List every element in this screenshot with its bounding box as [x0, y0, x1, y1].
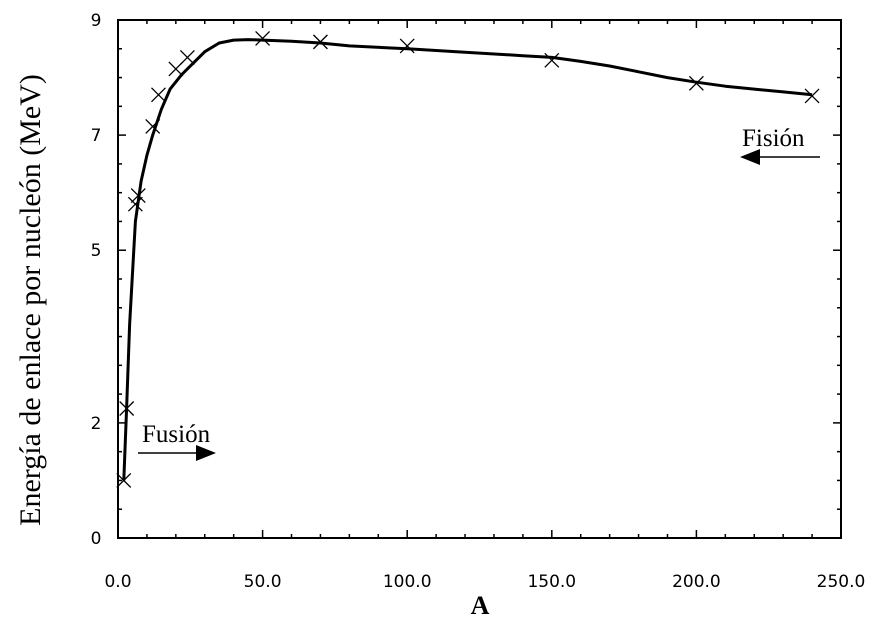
x-tick-label: 200.0: [672, 572, 721, 592]
data-point-marker: [130, 188, 146, 204]
x-axis-label: A: [471, 591, 490, 619]
y-tick-label: 2: [91, 414, 102, 434]
data-point-marker: [119, 401, 135, 416]
fit-curve: [122, 38, 813, 481]
data-point-marker: [312, 34, 328, 50]
y-tick-label: 0: [91, 529, 102, 549]
data-point-marker: [145, 119, 161, 134]
x-tick-label: 100.0: [383, 572, 432, 592]
data-point-marker: [399, 38, 415, 54]
data-point-marker: [116, 472, 132, 488]
x-tick-label: 0.0: [104, 572, 131, 592]
data-point-marker: [255, 30, 271, 46]
fusion-annotation: Fusión: [138, 421, 216, 461]
data-point-marker: [179, 49, 195, 65]
data-point-marker: [804, 88, 820, 104]
fusion-label: Fusión: [142, 421, 211, 448]
data-point-marker: [544, 52, 560, 68]
fission-arrow-head: [740, 149, 760, 165]
y-tick-label: 9: [91, 11, 102, 31]
fission-label: Fisión: [742, 125, 805, 152]
tick-labels: 0.0 50.0 100.0 150.0 200.0 250.0 0 2 5 7 9: [91, 11, 866, 592]
data-points: [116, 30, 820, 488]
data-point-marker: [151, 87, 166, 103]
axis-ticks: [117, 19, 842, 539]
fission-annotation: Fisión: [740, 125, 820, 165]
data-point-marker: [127, 196, 143, 212]
x-tick-label: 250.0: [817, 572, 866, 592]
y-tick-label: 5: [91, 241, 102, 261]
x-tick-label: 50.0: [244, 572, 282, 592]
y-axis-label: Energía de enlace por nucleón (MeV): [14, 74, 47, 526]
x-tick-label: 150.0: [527, 572, 576, 592]
fusion-arrow-head: [196, 445, 216, 461]
plot-frame: [117, 19, 842, 539]
binding-energy-curve: [122, 38, 813, 481]
data-point-marker: [688, 75, 704, 91]
y-tick-label: 7: [91, 126, 102, 146]
